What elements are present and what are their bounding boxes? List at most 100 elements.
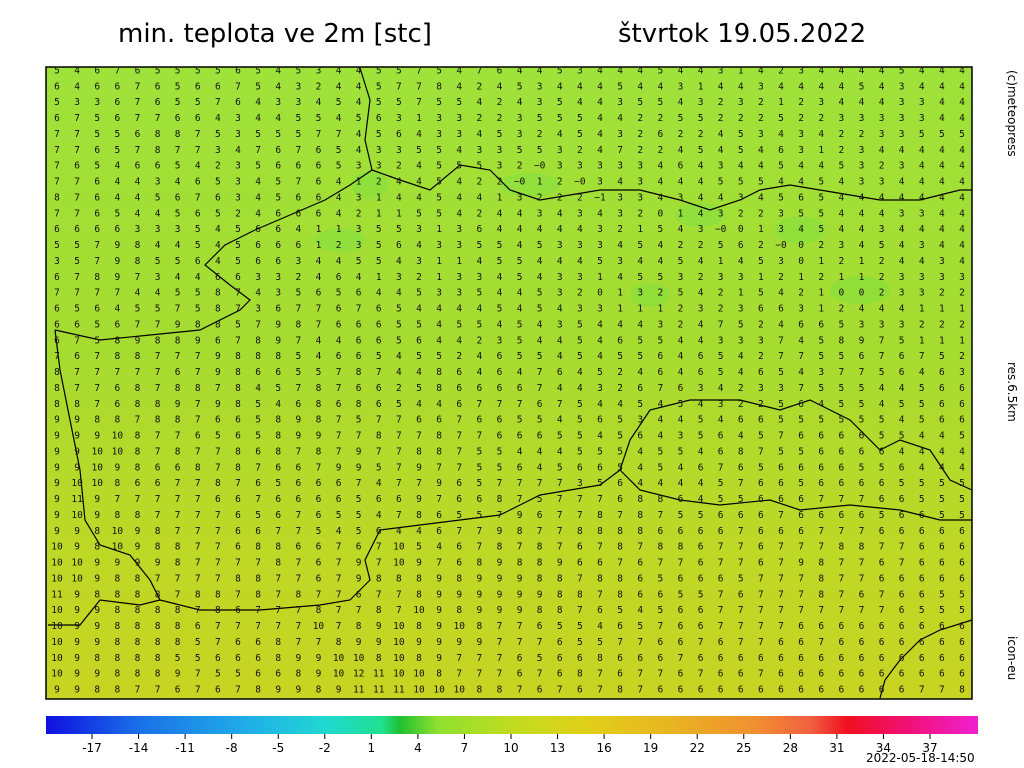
temp-value: 5 [778,415,784,426]
temp-value: 1 [798,272,804,283]
temp-value: 3 [637,415,643,426]
temp-value: 1 [818,256,824,267]
temp-value: 3 [859,319,865,330]
temp-value: 8 [275,415,281,426]
temp-value: 8 [114,573,120,584]
temp-value: 8 [416,621,422,632]
temp-value: 4 [517,446,523,457]
temp-value: 6 [678,383,684,394]
temp-value: 6 [617,621,623,632]
temp-value: 5 [557,113,563,124]
temp-value: 6 [657,637,663,648]
temp-value: 7 [336,415,342,426]
temp-value: 6 [879,446,885,457]
temp-value: 4 [577,367,583,378]
temp-value: 4 [939,66,945,77]
temp-value: 7 [295,637,301,648]
temp-value: 1 [436,224,442,235]
temp-value: 6 [94,224,100,235]
temp-value: 5 [295,66,301,77]
temp-value: 4 [738,351,744,362]
temp-value: 5 [376,240,382,251]
temp-value: 6 [798,621,804,632]
temp-value: 9 [74,605,80,616]
temp-value: 8 [135,573,141,584]
temp-value: 4 [577,256,583,267]
temp-value: 3 [738,97,744,108]
temp-value: 5 [476,446,482,457]
temp-value: 4 [356,145,362,156]
temp-value: 9 [175,669,181,680]
temp-value: 8 [476,558,482,569]
temp-value: 2 [758,240,764,251]
temp-value: 4 [517,367,523,378]
temp-value: 7 [396,478,402,489]
temp-value: 2 [657,113,663,124]
temp-value: 3 [678,272,684,283]
temp-value: 6 [919,669,925,680]
temp-value: 4 [597,431,603,442]
temp-value: 4 [577,97,583,108]
temp-value: 1 [657,304,663,315]
temp-value: 6 [54,113,60,124]
temp-value: 7 [577,510,583,521]
temp-value: 3 [899,208,905,219]
temp-value: 6 [718,431,724,442]
temp-value: 6 [476,224,482,235]
temp-value: 6 [235,510,241,521]
temp-value: 7 [818,637,824,648]
temp-value: 5 [838,319,844,330]
temp-value: 4 [838,66,844,77]
temp-value: 3 [275,97,281,108]
temp-value: 2 [959,288,965,299]
temp-value: 6 [818,431,824,442]
temp-value: 6 [859,478,865,489]
temp-value: 5 [899,66,905,77]
temp-value: 9 [135,558,141,569]
temp-value: 2 [758,399,764,410]
temp-value: 5 [537,240,543,251]
temp-value: 9 [114,256,120,267]
temp-value: 6 [316,494,322,505]
temp-value: 5 [255,161,261,172]
temp-value: 7 [275,621,281,632]
temp-value: 5 [476,462,482,473]
temp-value: 5 [838,351,844,362]
temp-value: 7 [456,431,462,442]
temp-value: 7 [517,399,523,410]
temp-value: 4 [557,446,563,457]
temp-value: 8 [215,589,221,600]
temp-value: 8 [597,573,603,584]
temp-value: 6 [959,637,965,648]
temp-value: 7 [537,478,543,489]
tick-label: 16 [596,741,611,755]
temp-value: 6 [497,383,503,394]
temp-value: 2 [497,113,503,124]
temp-value: 4 [678,367,684,378]
temp-value: 7 [155,494,161,505]
temp-value: 4 [336,335,342,346]
temp-value: 4 [275,113,281,124]
temp-value: 3 [617,256,623,267]
temp-value: 4 [838,192,844,203]
temp-value: 6 [657,367,663,378]
temp-value: 5 [396,399,402,410]
temp-value: 7 [215,446,221,457]
temp-value: 3 [678,81,684,92]
temp-value: 6 [879,478,885,489]
temp-value: 3 [758,129,764,140]
temp-value: 5 [859,415,865,426]
temp-value: 6 [738,685,744,696]
temp-value: 4 [678,224,684,235]
temp-value: 6 [135,129,141,140]
temp-value: 8 [255,542,261,553]
temp-value: 9 [436,478,442,489]
temp-value: 8 [738,446,744,457]
temp-value: 5 [617,446,623,457]
temp-value: 3 [919,272,925,283]
temp-value: 4 [899,192,905,203]
temp-value: 7 [879,351,885,362]
temp-value: 7 [859,558,865,569]
temp-value: 5 [657,462,663,473]
temp-value: 5 [376,256,382,267]
